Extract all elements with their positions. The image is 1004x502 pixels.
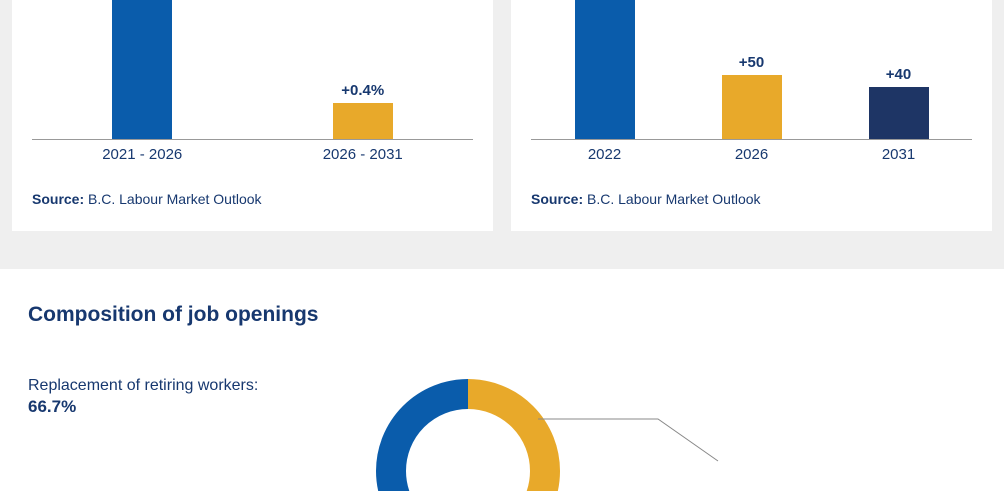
bar-value-label: +40 [886, 66, 911, 83]
bar-group: +50 [678, 54, 825, 139]
source-prefix: Source: [32, 191, 84, 207]
right-chart-area: +50 +40 [531, 0, 972, 140]
bar-group: +40 [825, 66, 972, 139]
composition-section: Composition of job openings Replacement … [0, 269, 1004, 491]
right-chart-panel: +50 +40 202220262031 Source: B.C. Labour … [511, 0, 992, 231]
source-prefix: Source: [531, 191, 583, 207]
source-text: B.C. Labour Market Outlook [84, 191, 261, 207]
right-chart-xlabels: 202220262031 [531, 146, 972, 163]
donut-chart [368, 371, 568, 491]
left-chart-area: +0.4% [32, 0, 473, 140]
x-axis-label: 2026 [678, 146, 825, 163]
bar-group: +0.4% [253, 82, 474, 139]
legend-label: Replacement of retiring workers: [28, 375, 328, 397]
legend-pct: 66.7% [28, 397, 328, 417]
right-source: Source: B.C. Labour Market Outlook [531, 191, 972, 207]
left-chart-panel: +0.4% 2021 - 20262026 - 2031 Source: B.C… [12, 0, 493, 231]
bar-group [531, 0, 678, 139]
bar [722, 75, 782, 139]
bar-value-label: +50 [739, 54, 764, 71]
x-axis-label: 2021 - 2026 [32, 146, 253, 163]
left-source: Source: B.C. Labour Market Outlook [32, 191, 473, 207]
source-text: B.C. Labour Market Outlook [583, 191, 760, 207]
left-chart-xlabels: 2021 - 20262026 - 2031 [32, 146, 473, 163]
bar-value-label: +0.4% [341, 82, 384, 99]
bar [112, 0, 172, 139]
composition-row: Replacement of retiring workers: 66.7% [28, 371, 976, 491]
composition-title: Composition of job openings [28, 303, 976, 327]
x-axis-label: 2022 [531, 146, 678, 163]
divider-band [0, 231, 1004, 269]
x-axis-label: 2031 [825, 146, 972, 163]
x-axis-label: 2026 - 2031 [253, 146, 474, 163]
top-charts-row: +0.4% 2021 - 20262026 - 2031 Source: B.C… [0, 0, 1004, 231]
bar [869, 87, 929, 139]
bar [333, 103, 393, 139]
bar-group [32, 0, 253, 139]
legend-column: Replacement of retiring workers: 66.7% [28, 371, 328, 417]
callout-line [538, 411, 738, 471]
bar [575, 0, 635, 139]
